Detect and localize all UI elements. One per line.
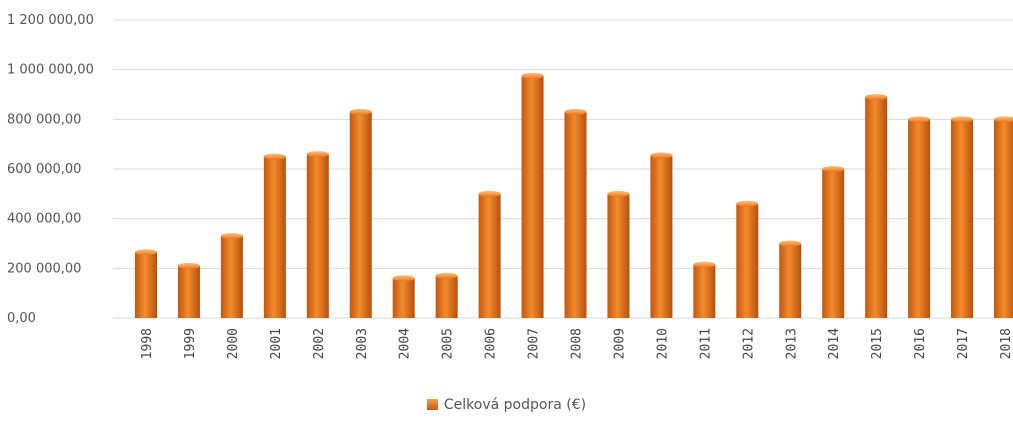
y-axis-tick-labels: 0,00 200 000,00 400 000,00 600 000,00 800 00… [7, 13, 94, 326]
x-tick-label: 2010 [655, 328, 670, 359]
x-tick-label: 2016 [913, 328, 928, 359]
bars [135, 72, 1013, 318]
x-tick-label: 2001 [269, 328, 284, 359]
bar [263, 153, 286, 318]
x-tick-label: 2007 [527, 328, 542, 359]
x-tick-label: 1999 [183, 328, 198, 359]
x-tick-label: 2014 [827, 328, 842, 359]
y-tick-label: 200 000,00 [7, 261, 81, 276]
bar [779, 240, 802, 318]
bar [177, 262, 200, 318]
gridlines [113, 19, 1013, 319]
bar [693, 261, 716, 318]
bar [607, 190, 630, 318]
bar [135, 249, 157, 318]
y-tick-label: 400 000,00 [7, 212, 81, 227]
x-tick-label: 2000 [226, 328, 241, 359]
bar [951, 116, 974, 318]
bar [435, 272, 458, 318]
bar [822, 166, 845, 318]
bar-chart: 0,00 200 000,00 400 000,00 600 000,00 800 00… [7, 13, 1013, 359]
bar [865, 93, 888, 318]
x-tick-label: 2006 [484, 328, 499, 359]
x-tick-label: 2003 [355, 328, 370, 359]
x-axis-tick-labels: 1998 1999 2000 2001 2002 2003 2004 2005 2006 2007… [140, 328, 1013, 359]
x-tick-label: 2017 [956, 328, 971, 359]
bar [564, 108, 587, 318]
bar [650, 152, 673, 318]
bar [306, 151, 329, 318]
x-tick-label: 2005 [441, 328, 456, 359]
bar [994, 116, 1013, 318]
x-tick-label: 2018 [999, 328, 1013, 359]
x-tick-label: 2002 [312, 328, 327, 359]
x-tick-label: 2013 [784, 328, 799, 359]
bar [220, 233, 243, 318]
x-tick-label: 1998 [140, 328, 155, 359]
x-tick-label: 2015 [870, 328, 885, 359]
x-tick-label: 2012 [741, 328, 756, 359]
y-tick-label: 1 200 000,00 [7, 13, 94, 28]
bar [908, 116, 931, 318]
bar [736, 200, 759, 318]
x-tick-label: 2011 [698, 328, 713, 359]
bar [392, 275, 415, 318]
x-tick-label: 2008 [570, 328, 585, 359]
y-tick-label: 1 000 000,00 [7, 63, 94, 78]
bar [521, 72, 544, 318]
bar [478, 190, 501, 318]
legend-label: Celková podpora (€) [443, 397, 587, 413]
y-tick-label: 0,00 [7, 311, 36, 326]
x-tick-label: 2004 [398, 328, 413, 359]
legend: Celková podpora (€) [0, 397, 1013, 413]
bar [349, 108, 372, 318]
y-tick-label: 800 000,00 [7, 112, 81, 127]
x-tick-label: 2009 [612, 328, 627, 359]
legend-swatch [426, 399, 438, 410]
y-tick-label: 600 000,00 [7, 162, 81, 177]
